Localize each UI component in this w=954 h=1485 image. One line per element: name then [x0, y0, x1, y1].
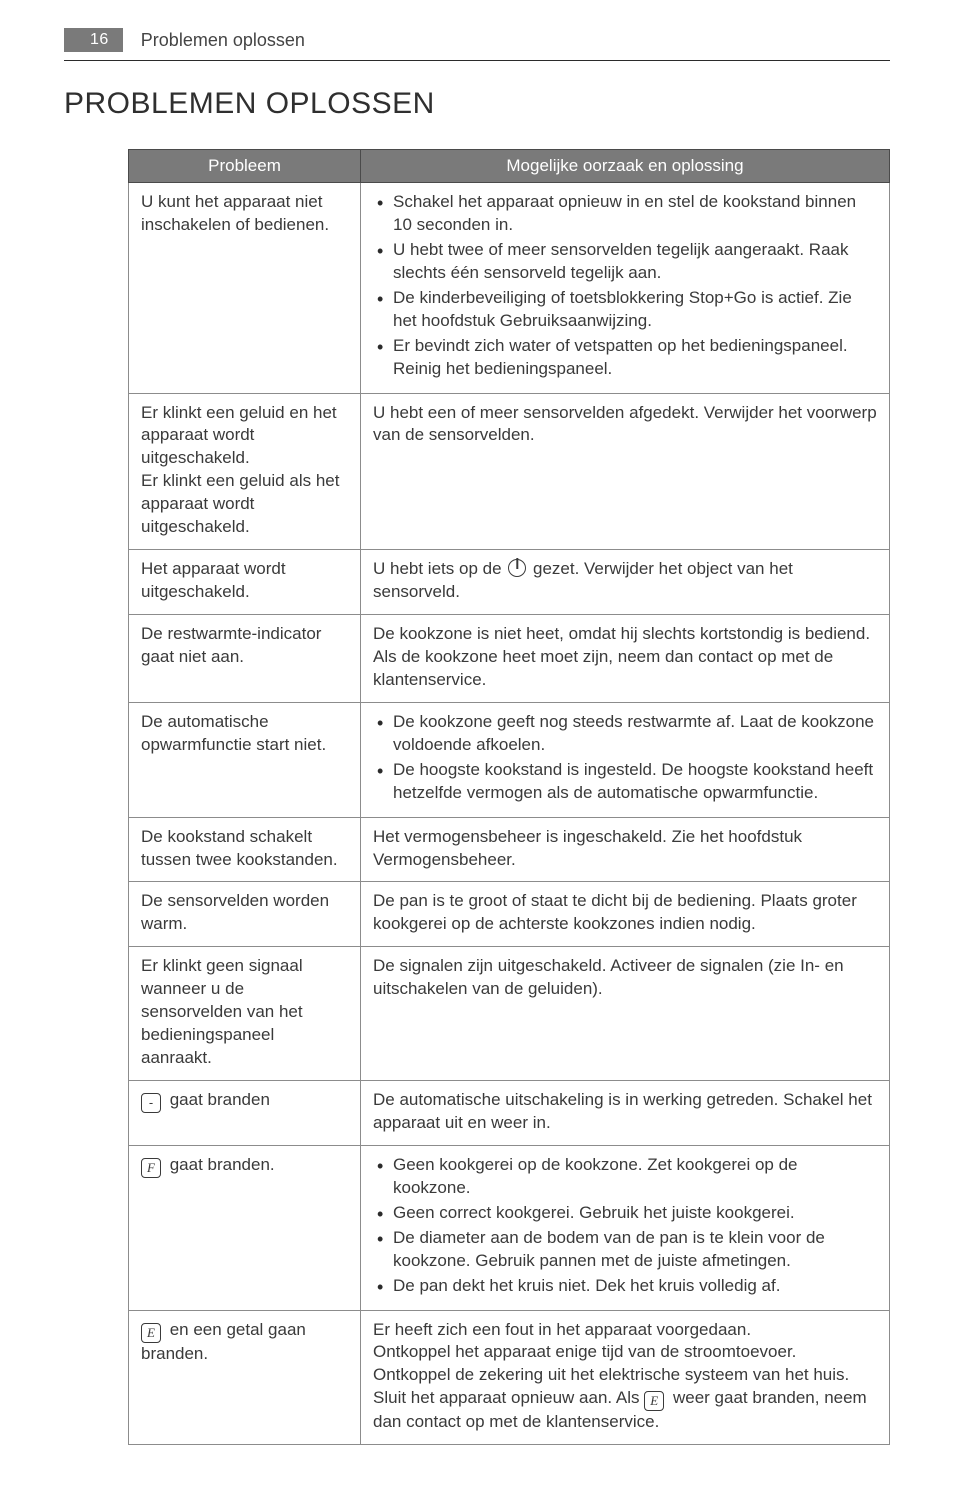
table-row: Er klinkt een geluid en het apparaat wor…: [129, 393, 890, 550]
table-row: De automatische opwarmfunctie start niet…: [129, 702, 890, 817]
page-header: 16 Problemen oplossen: [64, 28, 890, 61]
solution-cell: Er heeft zich een fout in het apparaat v…: [361, 1310, 890, 1445]
e-symbol-icon: E: [644, 1391, 664, 1411]
troubleshoot-table: Probleem Mogelijke oorzaak en oplossing …: [128, 149, 890, 1445]
table-row: De kookstand schakelt tussen twee kookst…: [129, 817, 890, 882]
col-header-problem: Probleem: [129, 150, 361, 183]
solution-list: Schakel het apparaat opnieuw in en stel …: [373, 191, 877, 381]
problem-cell: U kunt het apparaat niet inschakelen of …: [129, 183, 361, 394]
solution-cell: Geen kookgerei op de kookzone. Zet kookg…: [361, 1145, 890, 1310]
power-icon: [508, 559, 526, 577]
page-number-badge: 16: [64, 28, 123, 52]
table-row: U kunt het apparaat niet inschakelen of …: [129, 183, 890, 394]
solution-cell: De pan is te groot of staat te dicht bij…: [361, 882, 890, 947]
solution-list-item: Schakel het apparaat opnieuw in en stel …: [373, 191, 877, 237]
section-heading: PROBLEMEN OPLOSSEN: [64, 87, 890, 121]
problem-cell: De restwarmte-indicator gaat niet aan.: [129, 615, 361, 703]
problem-cell: E en een getal gaan branden.: [129, 1310, 361, 1445]
solution-list-item: Geen correct kookgerei. Gebruik het juis…: [373, 1202, 877, 1225]
table-row: E en een getal gaan branden.Er heeft zic…: [129, 1310, 890, 1445]
solution-cell: De automatische uitschakeling is in werk…: [361, 1081, 890, 1146]
table-row: Het apparaat wordt uitgeschakeld.U hebt …: [129, 550, 890, 615]
solution-list-item: De hoogste kookstand is ingesteld. De ho…: [373, 759, 877, 805]
running-title: Problemen oplossen: [141, 30, 305, 51]
problem-cell: Er klinkt een geluid en het apparaat wor…: [129, 393, 361, 550]
problem-cell: Het apparaat wordt uitgeschakeld.: [129, 550, 361, 615]
solution-cell: De kookzone geeft nog steeds restwarmte …: [361, 702, 890, 817]
table-row: F gaat branden. Geen kookgerei op de kook…: [129, 1145, 890, 1310]
table-header-row: Probleem Mogelijke oorzaak en oplossing: [129, 150, 890, 183]
dash-symbol-icon: -: [141, 1093, 161, 1113]
table-row: De sensorvelden worden warm.De pan is te…: [129, 882, 890, 947]
col-header-solution: Mogelijke oorzaak en oplossing: [361, 150, 890, 183]
solution-list-item: Geen kookgerei op de kookzone. Zet kookg…: [373, 1154, 877, 1200]
problem-cell: De automatische opwarmfunctie start niet…: [129, 702, 361, 817]
troubleshoot-table-wrap: Probleem Mogelijke oorzaak en oplossing …: [128, 149, 890, 1445]
solution-cell: De kookzone is niet heet, omdat hij slec…: [361, 615, 890, 703]
problem-cell: F gaat branden.: [129, 1145, 361, 1310]
problem-cell: De sensorvelden worden warm.: [129, 882, 361, 947]
solution-list: Geen kookgerei op de kookzone. Zet kookg…: [373, 1154, 877, 1298]
solution-list-item: U hebt twee of meer sensorvelden tegelij…: [373, 239, 877, 285]
solution-cell: Schakel het apparaat opnieuw in en stel …: [361, 183, 890, 394]
solution-list-item: Er bevindt zich water of vetspatten op h…: [373, 335, 877, 381]
solution-list-item: De pan dekt het kruis niet. Dek het krui…: [373, 1275, 877, 1298]
solution-list-item: De diameter aan de bodem van de pan is t…: [373, 1227, 877, 1273]
table-row: - gaat brandenDe automatische uitschakel…: [129, 1081, 890, 1146]
table-row: De restwarmte-indicator gaat niet aan.De…: [129, 615, 890, 703]
solution-cell: U hebt een of meer sensorvelden afgedekt…: [361, 393, 890, 550]
page: 16 Problemen oplossen PROBLEMEN OPLOSSEN…: [0, 0, 954, 1485]
e-symbol-icon: E: [141, 1323, 161, 1343]
solution-cell: Het vermogensbeheer is ingeschakeld. Zie…: [361, 817, 890, 882]
problem-cell: - gaat branden: [129, 1081, 361, 1146]
solution-cell: U hebt iets op de gezet. Verwijder het o…: [361, 550, 890, 615]
solution-list: De kookzone geeft nog steeds restwarmte …: [373, 711, 877, 805]
problem-cell: Er klinkt geen signaal wanneer u de sens…: [129, 947, 361, 1081]
problem-cell: De kookstand schakelt tussen twee kookst…: [129, 817, 361, 882]
f-symbol-icon: F: [141, 1158, 161, 1178]
solution-cell: De signalen zijn uitgeschakeld. Activeer…: [361, 947, 890, 1081]
solution-list-item: De kookzone geeft nog steeds restwarmte …: [373, 711, 877, 757]
solution-list-item: De kinderbeveiliging of toetsblokkering …: [373, 287, 877, 333]
table-row: Er klinkt geen signaal wanneer u de sens…: [129, 947, 890, 1081]
